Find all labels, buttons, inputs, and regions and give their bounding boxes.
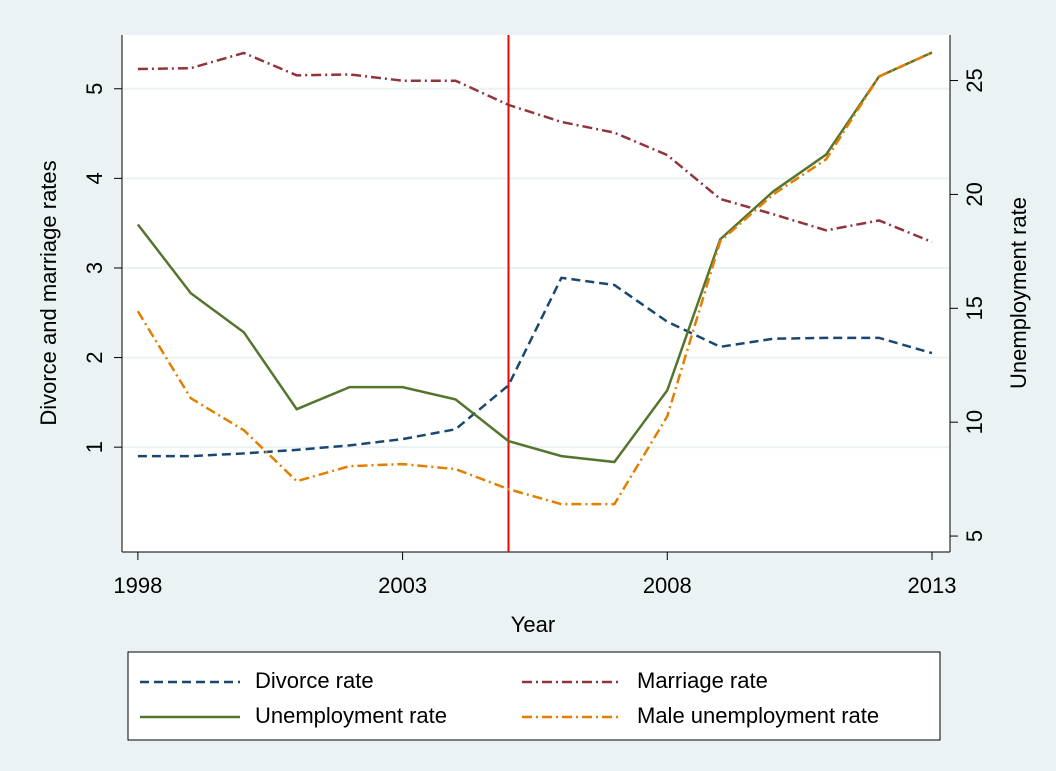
y-tick-label: 2 [82,351,107,363]
data-line [137,276,933,458]
x-tick-label: 1998 [113,573,162,598]
x-tick-label: 2008 [643,573,692,598]
y-tick-label: 5 [82,83,107,95]
plot-area [122,35,950,552]
x-tick-label: 2003 [378,573,427,598]
legend-label: Marriage rate [637,668,768,693]
legend [127,651,941,741]
y2-tick-label: 20 [962,182,987,206]
y-axis-title: Divorce and marriage rates [36,160,61,425]
y2-tick-label: 5 [962,530,987,542]
y-tick-label: 1 [82,441,107,453]
y-tick-label: 4 [82,172,107,184]
legend-label: Male unemployment rate [637,703,879,728]
data-line [137,51,933,244]
x-axis-title: Year [511,612,555,637]
legend-label: Divorce rate [255,668,374,693]
data-line [136,51,933,464]
x-tick-label: 2013 [908,573,957,598]
y2-tick-label: 25 [962,68,987,92]
y2-axis-title: Unemployment rate [1006,197,1031,389]
y-tick-label: 3 [82,262,107,274]
legend-label: Unemployment rate [255,703,447,728]
y2-tick-label: 15 [962,296,987,320]
y2-tick-label: 10 [962,410,987,434]
data-line [136,51,933,506]
